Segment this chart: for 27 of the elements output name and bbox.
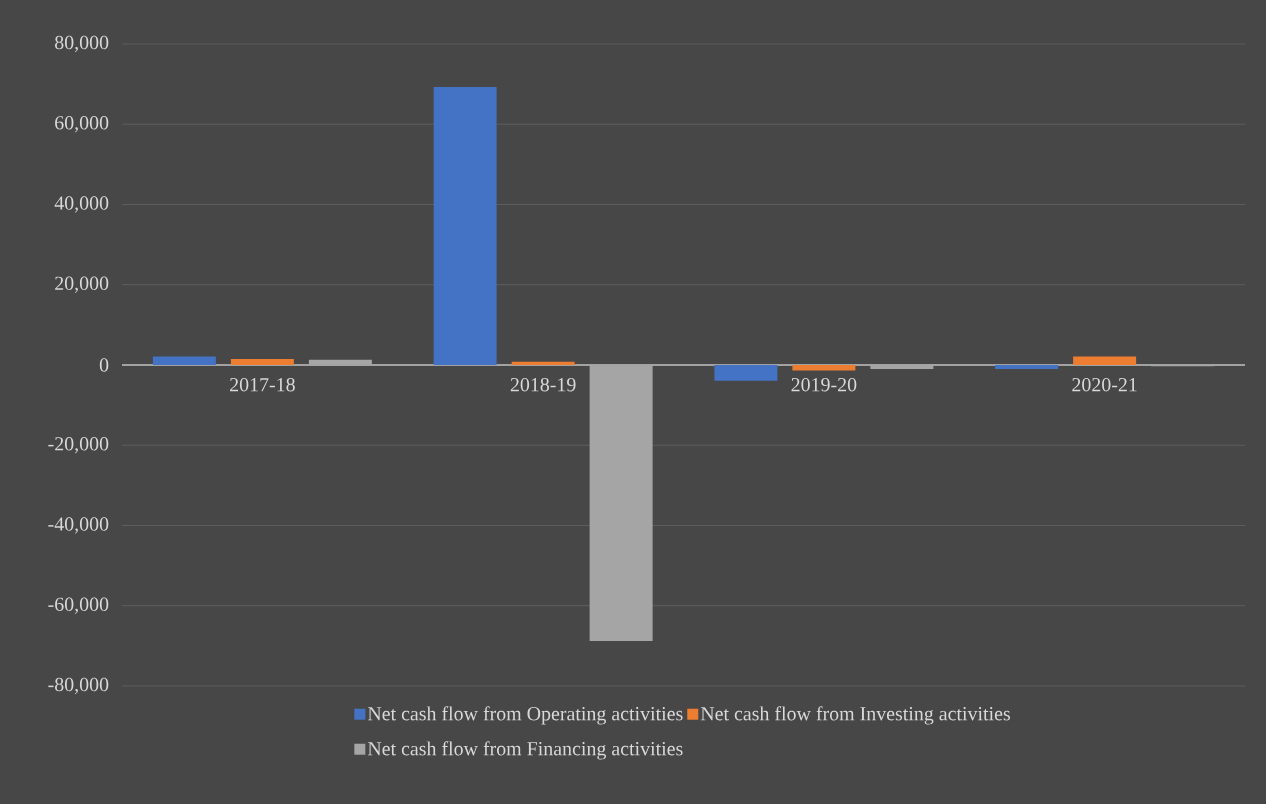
legend-label: Net cash flow from Operating activities bbox=[367, 706, 683, 725]
bar bbox=[589, 364, 653, 642]
bar bbox=[152, 356, 216, 365]
y-tick-label: -60,000 bbox=[48, 597, 109, 614]
x-tick-label: 2020-21 bbox=[1072, 377, 1137, 392]
bar bbox=[870, 364, 934, 369]
y-tick-label: 40,000 bbox=[54, 196, 109, 213]
legend-label: Net cash flow from Financing activities bbox=[367, 741, 683, 760]
x-tick-label: 2019-20 bbox=[791, 377, 857, 392]
y-tick-label: -80,000 bbox=[48, 677, 109, 695]
bar bbox=[995, 364, 1059, 369]
y-tick-label: -20,000 bbox=[48, 437, 109, 454]
y-tick-label: 60,000 bbox=[55, 116, 109, 133]
bar bbox=[433, 86, 497, 365]
bar bbox=[792, 364, 856, 371]
y-tick-label: 80,000 bbox=[55, 35, 109, 53]
bar bbox=[308, 359, 372, 365]
y-tick-label: -40,000 bbox=[48, 517, 109, 534]
x-tick-label: 2018-19 bbox=[510, 377, 576, 392]
y-tick-label: 20,000 bbox=[55, 276, 109, 293]
x-tick-label: 2017-18 bbox=[230, 377, 295, 392]
y-tick-label: 0 bbox=[99, 358, 109, 372]
bar bbox=[1073, 356, 1137, 365]
bar bbox=[230, 358, 294, 365]
bar bbox=[511, 361, 575, 365]
legend-label: Net cash flow from Investing activities bbox=[700, 706, 1010, 725]
bar bbox=[714, 364, 778, 381]
